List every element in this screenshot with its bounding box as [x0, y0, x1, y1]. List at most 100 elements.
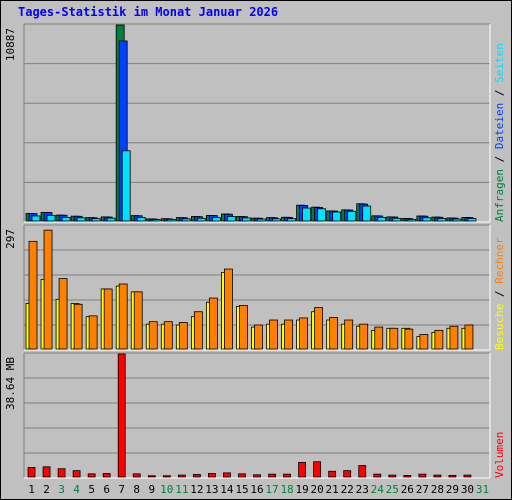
bar-seiten — [151, 219, 161, 222]
bar-volumen — [147, 475, 156, 478]
chart-title: Tages-Statistik im Monat Januar 2026 — [18, 5, 279, 19]
day-label: 14 — [220, 483, 234, 496]
day-label: 19 — [295, 483, 308, 496]
bar-volumen — [132, 473, 141, 478]
day-label: 4 — [73, 483, 80, 496]
bar-rechner — [374, 326, 384, 350]
x-axis-day-labels: 1 2 3 4 5 6 7 8 9 10 11 12 13 14 15 16 17 18 19 20 21 22 23 24 2… — [28, 483, 489, 496]
legend-separator: / — [493, 83, 506, 103]
bar-rechner — [404, 328, 414, 350]
bar-seiten — [181, 218, 191, 222]
legend-entry-volumen: Volumen — [493, 432, 506, 478]
bar-rechner — [58, 278, 68, 350]
day-label: 16 — [250, 483, 263, 496]
bar-volumen — [57, 468, 66, 478]
bar-rechner — [464, 324, 474, 350]
bar-seiten — [31, 215, 41, 222]
bar-seiten — [196, 217, 206, 222]
bar-seiten — [377, 216, 387, 222]
bar-volumen — [433, 474, 442, 478]
bar-rechner — [299, 317, 308, 350]
bar-rechner — [434, 329, 444, 350]
bar-seiten — [347, 210, 357, 222]
day-label: 31 — [476, 483, 489, 496]
bar-rechner — [133, 291, 143, 350]
bar-rechner — [389, 327, 399, 350]
legend-bottom: Volumen — [493, 432, 506, 478]
bar-rechner — [344, 319, 354, 350]
bar-seiten — [272, 218, 281, 222]
day-label: 1 — [28, 483, 35, 496]
bar-seiten — [227, 216, 236, 222]
bar-seiten — [257, 218, 266, 222]
bar-seiten — [46, 215, 56, 222]
bar-seiten — [166, 218, 176, 222]
bar-rechner — [73, 303, 83, 350]
bar-seiten — [106, 217, 116, 222]
bar-volumen — [238, 473, 246, 478]
legend-entry-seiten: Seiten — [493, 43, 506, 83]
bar-rechner — [359, 323, 369, 350]
bar-volumen — [448, 475, 457, 478]
plot-area-bottom — [24, 353, 490, 478]
bar-volumen — [418, 473, 427, 478]
day-label: 9 — [148, 483, 155, 496]
bar-seiten — [61, 216, 71, 222]
legend-entry-rechner: Rechner — [493, 237, 506, 284]
bar-volumen — [253, 474, 261, 478]
bar-seiten — [211, 217, 221, 222]
bar-volumen — [463, 474, 472, 478]
bar-seiten — [422, 217, 432, 222]
legend-entry-besuche: Besuche — [493, 304, 506, 350]
bar-seiten — [392, 217, 402, 222]
bar-seiten — [91, 218, 101, 222]
bar-rechner — [43, 229, 53, 350]
legend-entry-anfragen: Anfragen — [493, 169, 506, 222]
bar-seiten — [452, 218, 462, 222]
day-label: 29 — [446, 483, 459, 496]
bar-seiten — [362, 205, 372, 222]
bar-rechner — [178, 322, 188, 350]
bar-rechner — [193, 311, 203, 350]
bar-rechner — [419, 334, 429, 350]
chart-panel-top: 10887 Anfragen / Dateien / Seiten — [4, 23, 506, 223]
day-label: 8 — [133, 483, 140, 496]
y-max-label-bottom: 38.64 MB — [4, 357, 17, 410]
bar-rechner — [118, 283, 128, 350]
bar-rechner — [269, 319, 278, 350]
bar-volumen — [27, 467, 36, 478]
bar-volumen — [87, 473, 96, 478]
day-label: 11 — [175, 483, 188, 496]
bar-rechner — [239, 305, 248, 350]
bar-volumen — [177, 474, 186, 478]
bar-rechner — [148, 321, 158, 350]
plot-area-top — [24, 24, 490, 222]
bar-seiten — [136, 216, 146, 222]
day-label: 5 — [88, 483, 95, 496]
y-max-label-top: 10887 — [4, 28, 17, 61]
bar-rechner — [254, 324, 263, 350]
bar-volumen — [117, 353, 126, 478]
day-label: 24 — [371, 483, 385, 496]
bar-volumen — [373, 473, 382, 478]
bar-volumen — [72, 470, 81, 478]
bar-rechner — [314, 307, 324, 350]
bar-volumen — [328, 470, 337, 478]
day-label: 2 — [43, 483, 50, 496]
day-label: 26 — [401, 483, 414, 496]
bar-rechner — [103, 288, 113, 350]
day-label: 25 — [386, 483, 399, 496]
legend-separator: / — [493, 284, 506, 304]
bar-seiten — [121, 150, 131, 222]
bar-seiten — [467, 218, 477, 222]
legend-entry-dateien: Dateien — [493, 103, 506, 149]
day-label: 3 — [58, 483, 65, 496]
bar-rechner — [163, 321, 173, 350]
bar-rechner — [224, 268, 233, 350]
bar-volumen — [42, 466, 51, 478]
bar-rechner — [88, 315, 98, 350]
chart-panel-bottom: 38.64 MB Volumen — [4, 352, 506, 479]
bar-volumen — [343, 470, 352, 478]
